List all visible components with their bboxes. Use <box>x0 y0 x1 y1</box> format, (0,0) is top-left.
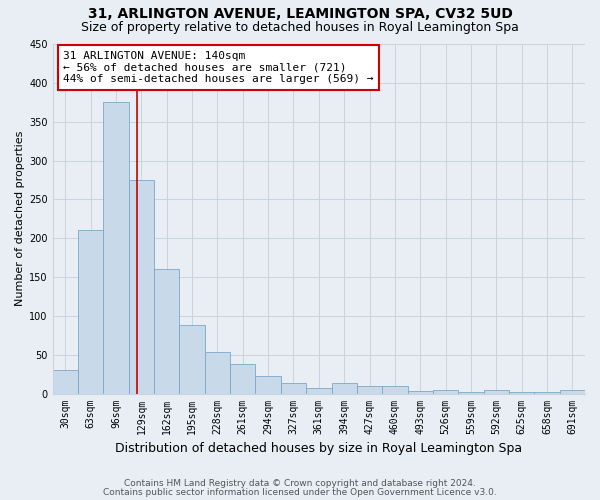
Bar <box>458 392 484 394</box>
Bar <box>205 352 230 394</box>
Bar <box>281 384 306 394</box>
Bar <box>407 391 433 394</box>
Bar <box>357 386 382 394</box>
Bar <box>332 384 357 394</box>
Bar <box>535 392 560 394</box>
Bar <box>484 390 509 394</box>
Text: 31, ARLINGTON AVENUE, LEAMINGTON SPA, CV32 5UD: 31, ARLINGTON AVENUE, LEAMINGTON SPA, CV… <box>88 8 512 22</box>
X-axis label: Distribution of detached houses by size in Royal Leamington Spa: Distribution of detached houses by size … <box>115 442 523 455</box>
Bar <box>433 390 458 394</box>
Y-axis label: Number of detached properties: Number of detached properties <box>15 131 25 306</box>
Bar <box>382 386 407 394</box>
Bar <box>154 270 179 394</box>
Bar <box>306 388 332 394</box>
Bar <box>103 102 129 394</box>
Text: Contains public sector information licensed under the Open Government Licence v3: Contains public sector information licen… <box>103 488 497 497</box>
Bar <box>53 370 78 394</box>
Text: Contains HM Land Registry data © Crown copyright and database right 2024.: Contains HM Land Registry data © Crown c… <box>124 478 476 488</box>
Bar <box>509 392 535 394</box>
Text: Size of property relative to detached houses in Royal Leamington Spa: Size of property relative to detached ho… <box>81 21 519 34</box>
Bar <box>230 364 256 394</box>
Bar <box>560 390 585 394</box>
Text: 31 ARLINGTON AVENUE: 140sqm
← 56% of detached houses are smaller (721)
44% of se: 31 ARLINGTON AVENUE: 140sqm ← 56% of det… <box>63 51 374 84</box>
Bar <box>129 180 154 394</box>
Bar <box>179 325 205 394</box>
Bar <box>256 376 281 394</box>
Bar <box>78 230 103 394</box>
